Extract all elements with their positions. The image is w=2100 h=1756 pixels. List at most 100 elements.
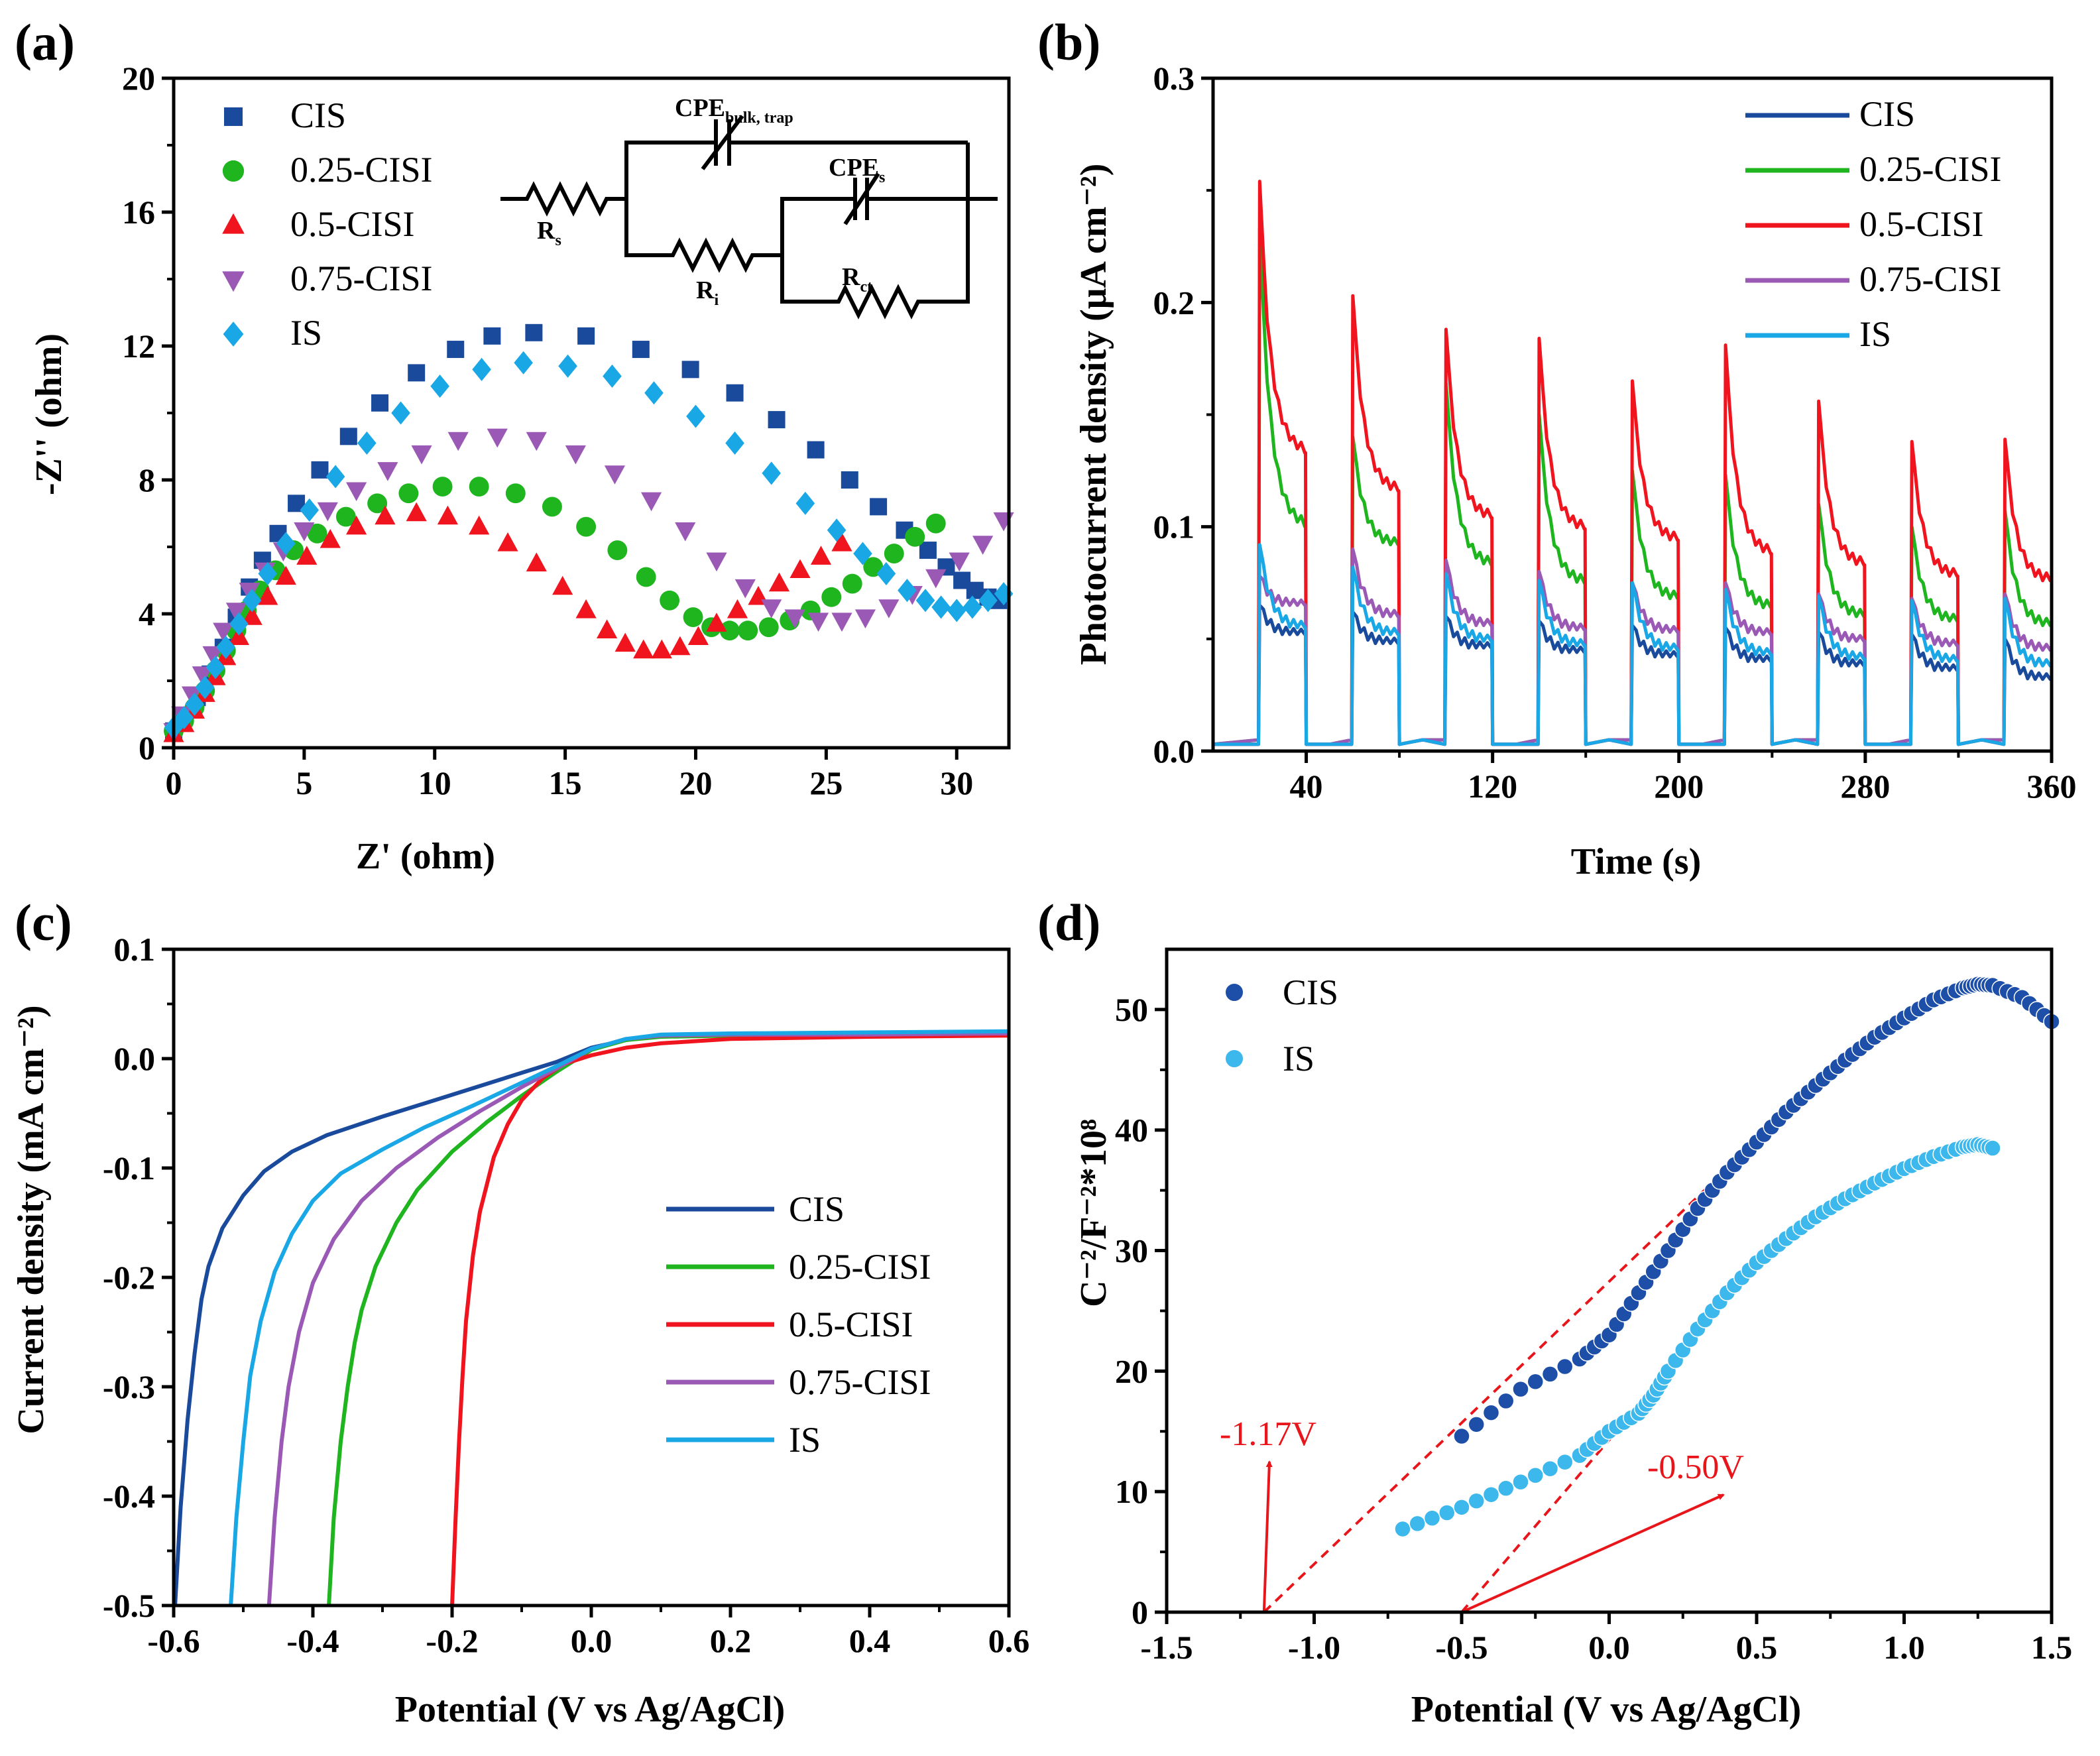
y-tick-label: 12 [122,327,155,365]
y-tick-label: -0.4 [103,1478,155,1515]
x-tick-label: 360 [2027,768,2077,805]
data-point-0.5-CISI [275,565,296,585]
data-point-IS [185,692,204,716]
data-point-IS [1453,1499,1470,1516]
data-point-0.5-CISI [257,585,278,605]
data-point-IS [853,542,872,565]
data-point-0.5-CISI [346,515,367,535]
data-point-0.25-CISI [683,607,703,627]
data-point-0.5-CISI [633,639,654,659]
legend-label-CIS: CIS [1859,94,1915,134]
data-point-0.5-CISI [406,502,427,522]
data-point-IS [876,561,896,585]
panel-d-xlabel: Potential (V vs Ag/AgCl) [1411,1689,1802,1730]
data-point-0.5-CISI [575,599,597,618]
panel-label-d: (d) [1037,894,1100,951]
data-point-IS [762,461,781,485]
data-point-0.5-CISI [810,546,832,565]
data-point-IS [1497,1480,1515,1497]
panel-d-axes: -1.5 -1.0 -0.5 0.0 0.5 1.0 1.5 0 10 20 30 40 50 [1115,947,2073,1666]
data-point-0.75-CISI [565,445,586,465]
data-point-IS [325,465,345,489]
data-point-IS [1468,1492,1485,1510]
legend-marker-CIS [1224,982,1244,1002]
data-point-IS [978,589,998,613]
legend-marker-CIS [224,107,243,126]
data-point-IS [644,381,664,405]
panel-c-xlabel: Potential (V vs Ag/AgCl) [395,1689,786,1730]
data-point-IS [898,579,917,603]
x-tick-label: 1.5 [2031,1629,2073,1666]
x-tick-label: 25 [809,764,843,801]
data-point-0.5-CISI [687,626,709,646]
data-point-CIS [1468,1416,1485,1433]
legend-label-CIS: CIS [789,1189,845,1229]
legend-label-0.25-CISI: 0.25-CISI [1859,149,2002,189]
data-point-0.5-CISI [831,532,852,552]
legend-label-0.75-CISI: 0.75-CISI [789,1362,931,1402]
data-point-0.75-CISI [784,609,805,628]
data-point-0.75-CISI [213,622,234,642]
legend-marker-IS [1224,1049,1244,1069]
y-tick-label: 8 [139,461,155,498]
legend-label-IS: IS [789,1420,821,1460]
data-point-CIS [1497,1392,1515,1410]
x-tick-label: 0.4 [849,1622,891,1659]
data-point-CIS [311,461,329,479]
legend-label-0.25-CISI: 0.25-CISI [789,1247,931,1287]
x-tick-label: 0.6 [988,1622,1030,1659]
series-line-0.25-CISI [1212,227,2052,746]
x-tick-label: 0 [166,764,182,801]
equivalent-circuit [500,115,998,320]
y-tick-label: 20 [122,60,155,97]
y-tick-label: 10 [1115,1473,1148,1510]
panel-c-ylabel: Current density (mA cm⁻²) [11,1005,52,1434]
data-point-IS [514,351,533,375]
panel-c-axes: -0.6 -0.4 -0.2 0.0 0.2 0.4 0.6 -0.5 -0.4 -0.3 -0.2… [103,931,1029,1659]
data-point-0.25-CISI [636,567,656,587]
data-point-0.25-CISI [505,483,526,504]
fit-line [1460,1370,1670,1613]
data-point-0.75-CISI [706,552,727,572]
data-point-0.75-CISI [878,599,900,618]
panel-c-legend: CIS 0.25-CISI 0.5-CISI 0.75-CISI IS [666,1189,931,1460]
y-tick-label: 0.1 [1153,508,1195,546]
circuit-cpe-bulk [699,115,968,170]
legend-label-0.75-CISI: 0.75-CISI [1859,259,2002,299]
data-point-0.25-CISI [335,506,356,527]
data-point-CIS [408,364,426,382]
panel-d-legend: CIS IS [1224,972,1338,1079]
legend-label-CIS: CIS [290,95,346,135]
x-tick-label: -0.4 [286,1622,339,1659]
data-point-0.75-CISI [447,432,469,451]
data-point-0.75-CISI [925,569,947,589]
y-tick-label: -0.3 [103,1368,155,1405]
data-point-CIS [768,411,786,429]
x-tick-label: -1.5 [1140,1629,1193,1666]
circuit-label-cpe-s: CPEs [829,154,885,186]
data-point-0.75-CISI [807,613,829,632]
data-point-0.75-CISI [761,599,782,618]
panel-a-ylabel: -Z'' (ohm) [29,333,70,495]
data-point-0.75-CISI [675,522,696,542]
series-line-0.5-CISI [450,1033,1010,1606]
data-point-0.25-CISI [398,483,419,504]
circuit-rct-resistor [780,199,970,320]
legend-label-0.5-CISI: 0.5-CISI [1859,204,1984,244]
panel-b-legend: CIS 0.25-CISI 0.5-CISI 0.75-CISI IS [1745,94,2002,354]
data-point-0.25-CISI [576,516,597,537]
data-point-IS [686,404,705,428]
series-line-0.5-CISI [1213,180,2052,746]
y-tick-label: 20 [1115,1352,1148,1389]
data-point-0.25-CISI [738,620,758,641]
data-point-IS [1556,1453,1574,1471]
y-tick-label: 0.0 [114,1040,156,1077]
annotation-right-intercept: -0.50V [1647,1448,1744,1486]
panel-a-axes: 0 5 10 15 20 25 30 0 4 8 12 16 20 [122,60,1011,801]
data-point-IS [1394,1520,1411,1538]
x-tick-label: 0.5 [1736,1629,1778,1666]
y-tick-label: 0.1 [114,931,156,968]
data-point-0.75-CISI [640,492,662,512]
circuit-labels: Rs Ri Rct CPEbulk, trap CPEs [537,94,885,309]
data-point-0.75-CISI [487,428,508,448]
